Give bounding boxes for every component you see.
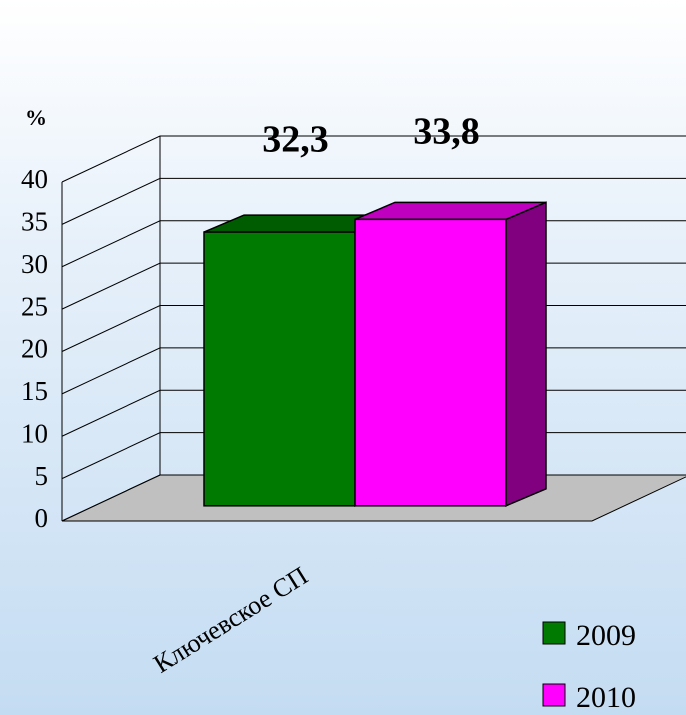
y-tick-label: 25	[21, 291, 48, 321]
y-tick-label: 10	[21, 418, 48, 448]
y-tick-label: 40	[21, 164, 48, 194]
value-label: 32,3	[262, 119, 329, 161]
bar-side	[505, 201, 547, 507]
bar	[354, 218, 507, 507]
legend-label: 2010	[576, 681, 636, 714]
value-label: 33,8	[413, 111, 480, 153]
y-tick-label: 5	[35, 461, 49, 491]
legend-label: 2009	[576, 619, 636, 652]
y-tick-label: 35	[21, 207, 48, 237]
legend-swatch	[542, 621, 566, 645]
x-tick-label: Ключевское СП	[148, 561, 313, 679]
y-tick-label: 20	[21, 334, 48, 364]
grid-line	[61, 177, 686, 225]
grid-line	[61, 135, 686, 183]
y-axis-label: %	[25, 105, 47, 130]
legend-swatch	[542, 683, 566, 707]
bar	[203, 231, 356, 507]
y-tick-label: 30	[21, 249, 48, 279]
y-tick-label: 15	[21, 376, 48, 406]
y-tick-label: 0	[35, 503, 49, 533]
